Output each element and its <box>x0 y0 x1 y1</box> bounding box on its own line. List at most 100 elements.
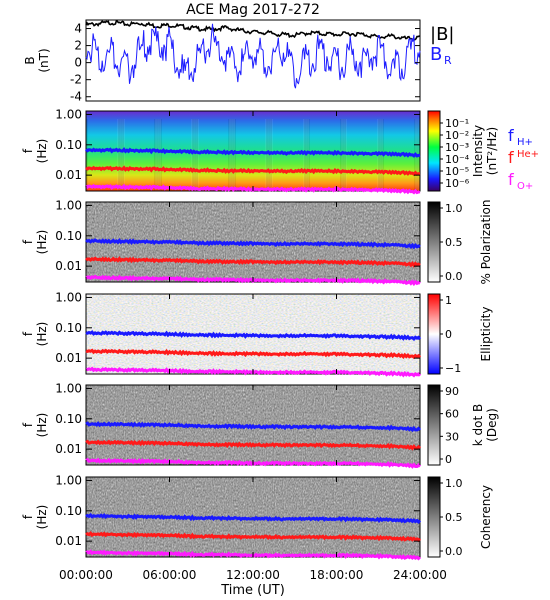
spectrogram-streak <box>192 119 194 191</box>
x-tick-label: 06:00:00 <box>143 568 197 582</box>
colorbar-tick-label: −1 <box>445 362 461 375</box>
y-tick-label: 0.01 <box>55 534 82 548</box>
legend-BR: B <box>430 44 442 65</box>
colorbar-tick-label: 90 <box>445 385 459 398</box>
spectrogram-streak <box>117 119 119 191</box>
y-tick-label: 0.01 <box>55 168 82 182</box>
spectrogram-streak <box>268 119 270 191</box>
colorbar-tick-label: 10⁻⁶ <box>445 177 470 190</box>
y-tick-label: 0.01 <box>55 259 82 273</box>
y-tick-label: 0 <box>74 56 82 70</box>
y-tick-label: 1.00 <box>55 290 82 304</box>
x-tick-label: 24:00:00 <box>393 568 447 582</box>
spectrogram-streak <box>345 119 347 191</box>
spectrogram-ylabel: f(Hz) <box>21 139 49 164</box>
y-tick-label: 0.10 <box>55 229 82 243</box>
colorbar-tick-label: 0 <box>445 328 452 341</box>
fHe-line <box>85 256 421 268</box>
spectrogram-streak <box>307 119 309 191</box>
colorbar <box>427 293 441 375</box>
fHe-line <box>85 348 422 360</box>
spectrogram-streak <box>234 119 236 191</box>
y-tick-label: 1.00 <box>55 473 82 487</box>
colorbar <box>427 384 441 466</box>
series-line-BR <box>85 23 421 89</box>
colorbar-tick-label: 0.0 <box>445 270 463 283</box>
colorbar-tick-label: 0.5 <box>445 236 463 249</box>
spectrogram-streak <box>155 119 157 191</box>
colorbar-tick-label: 10⁻¹ <box>445 117 469 130</box>
spectrogram-ylabel: f(Hz) <box>21 322 49 347</box>
colorbar-tick-label: 10⁻³ <box>445 141 469 154</box>
spectrogram-streak <box>191 119 193 191</box>
y-tick-label: 1.00 <box>55 107 82 121</box>
spectrogram-streak <box>267 119 269 191</box>
fH-line <box>85 512 422 524</box>
colorbar <box>427 476 441 558</box>
legend-gyrofrequency-species: H+ <box>517 137 533 148</box>
spectrogram-ylabel: f(Hz) <box>21 505 49 530</box>
y-tick-label: 0.10 <box>55 504 82 518</box>
spectrogram-streak <box>233 119 235 191</box>
spectrogram-streak <box>271 119 273 191</box>
field-ylabel: B(nT) <box>23 48 51 72</box>
spectrogram-streak <box>228 119 230 191</box>
spectrogram-streak <box>154 119 156 191</box>
colorbar <box>427 201 441 283</box>
legend-B: |B| <box>430 24 454 45</box>
spectrogram-streak <box>194 119 196 191</box>
fHe-line <box>85 531 422 543</box>
legend-gyrofrequency: f <box>508 170 514 189</box>
spectrogram-streak <box>270 119 272 191</box>
colorbar-tick-label: 10⁻² <box>445 129 469 142</box>
spectrogram-ylabel: f(Hz) <box>21 413 49 438</box>
fH-line <box>85 238 421 250</box>
spectrogram-streak <box>157 119 159 191</box>
y-tick-label: 0.01 <box>55 442 82 456</box>
spectrogram-streak <box>195 119 197 191</box>
spectrogram-streak <box>265 119 267 191</box>
y-tick-label: 2 <box>74 39 82 53</box>
fHe-line <box>85 439 422 451</box>
spectrogram-streak <box>156 119 158 191</box>
spectrogram-streak <box>193 119 195 191</box>
spectrogram-streak <box>344 119 346 191</box>
spectrogram-streak <box>229 119 231 191</box>
colorbar-tick-label: 0.5 <box>445 511 463 524</box>
spectrogram-streak <box>86 119 88 191</box>
series-line-B <box>85 19 421 41</box>
x-axis-label: Time (UT) <box>220 583 285 598</box>
colorbar-tick-label: 0 <box>445 453 452 466</box>
fHe-line <box>84 165 421 177</box>
colorbar-tick-label: 1.0 <box>445 202 463 215</box>
spectrogram-streak <box>123 119 125 191</box>
legend-gyrofrequency-species: He+ <box>517 149 539 160</box>
spectrogram-streak <box>197 119 199 191</box>
legend-gyrofrequency: f <box>508 126 514 145</box>
colorbar-tick-label: 1.0 <box>445 477 463 490</box>
y-tick-label: 4 <box>74 22 82 36</box>
colorbar-title: Ellipticity <box>479 307 493 362</box>
spectrogram-streak <box>303 119 305 191</box>
y-tick-label: -2 <box>70 73 82 87</box>
legend-BR-sub: R <box>444 54 452 67</box>
fH-line <box>85 330 422 341</box>
y-tick-label: -4 <box>70 90 82 104</box>
y-tick-label: 1.00 <box>55 381 82 395</box>
spectrogram-streak <box>343 119 345 191</box>
fH-line <box>84 147 421 158</box>
spectrogram-streak <box>120 119 122 191</box>
spectrogram-streak <box>196 119 198 191</box>
spectrogram-ylabel: f(Hz) <box>21 230 49 255</box>
spectrogram-streak <box>118 119 120 191</box>
spectrogram-streak <box>342 119 344 191</box>
colorbar-title: Coherency <box>479 485 493 549</box>
spectrogram-streak <box>160 119 162 191</box>
x-axis-ticks: 00:00:00 06:00:00 12:00:00 18:00:00 24:00:00 <box>59 568 447 582</box>
spectrogram-streak <box>158 119 160 191</box>
colorbar-title: Intensity(nT²/Hz) <box>471 125 499 177</box>
legend-gyrofrequency: f <box>508 148 514 167</box>
spectrogram-streak <box>378 119 380 191</box>
y-tick-label: 1.00 <box>55 198 82 212</box>
spectrogram-streak <box>230 119 232 191</box>
